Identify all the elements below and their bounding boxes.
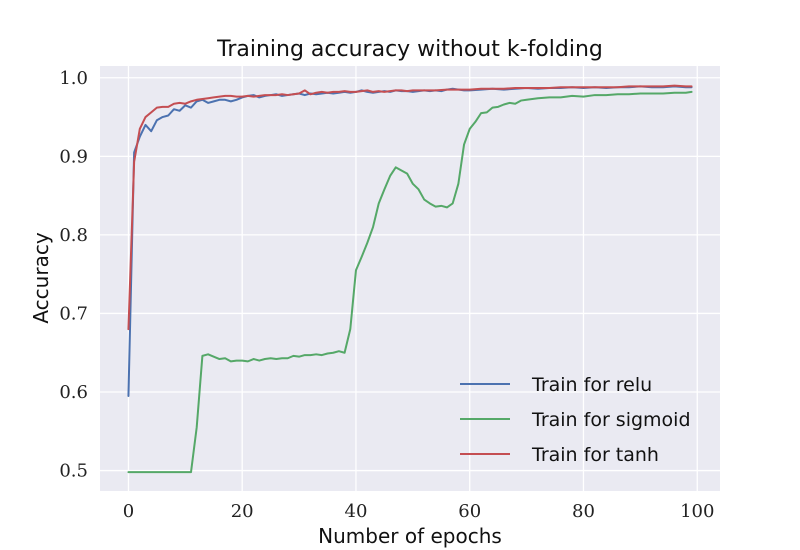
x-tick-label: 40 bbox=[345, 501, 368, 522]
series-lines bbox=[127, 84, 693, 474]
x-axis-ticks: 0 20 40 60 80 100 bbox=[123, 501, 715, 522]
y-axis-label: Accuracy bbox=[29, 232, 53, 323]
x-tick-label: 80 bbox=[572, 501, 595, 522]
y-tick-label: 0.8 bbox=[59, 225, 88, 246]
y-axis-ticks: 0.5 0.6 0.7 0.8 0.9 1.0 bbox=[59, 68, 88, 482]
x-tick-label: 0 bbox=[123, 501, 134, 522]
x-tick-label: 60 bbox=[458, 501, 481, 522]
x-axis-label: Number of epochs bbox=[318, 524, 502, 548]
series-line-train-for-tanh bbox=[127, 84, 693, 331]
y-tick-label: 0.7 bbox=[59, 303, 88, 324]
legend-label-train-for-tanh: Train for tanh bbox=[531, 444, 659, 466]
legend: Train for relu Train for sigmoid Train for… bbox=[460, 374, 691, 466]
y-tick-label: 0.5 bbox=[59, 461, 88, 482]
y-tick-label: 0.6 bbox=[59, 382, 88, 403]
series-line-train-for-sigmoid bbox=[127, 90, 693, 474]
chart-title: Training accuracy without k-folding bbox=[216, 37, 603, 62]
x-tick-label: 20 bbox=[231, 501, 254, 522]
y-tick-label: 1.0 bbox=[59, 68, 88, 89]
legend-label-train-for-relu: Train for relu bbox=[531, 374, 652, 396]
legend-label-train-for-sigmoid: Train for sigmoid bbox=[531, 409, 691, 431]
x-tick-label: 100 bbox=[680, 501, 714, 522]
plot-area bbox=[100, 66, 720, 491]
y-tick-label: 0.9 bbox=[59, 146, 88, 167]
